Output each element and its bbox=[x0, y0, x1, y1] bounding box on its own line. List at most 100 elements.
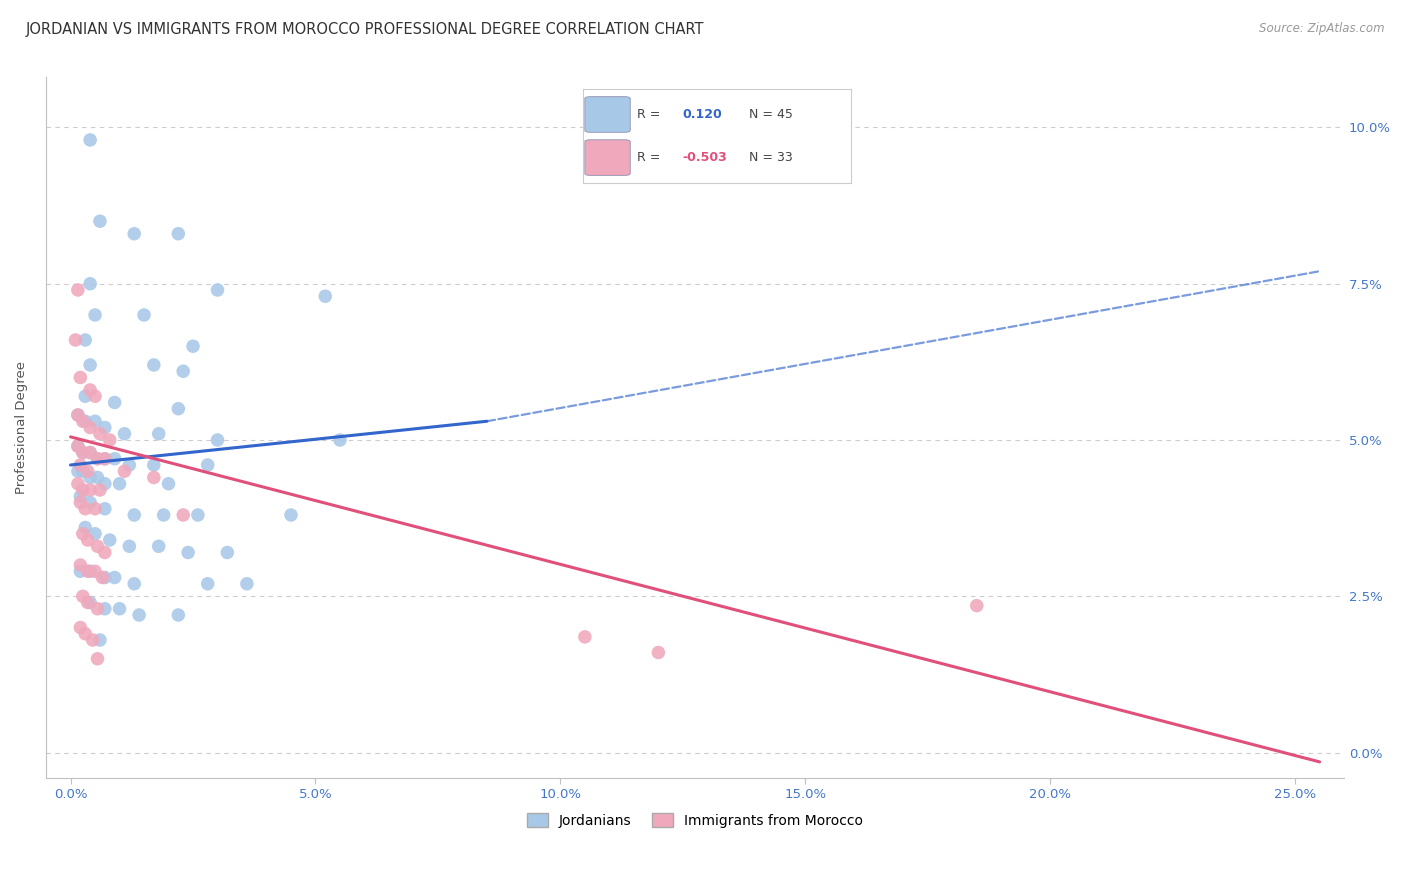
Point bbox=[207, 283, 229, 297]
Point bbox=[574, 630, 596, 644]
Point bbox=[79, 445, 101, 459]
Point bbox=[197, 458, 219, 472]
Point bbox=[69, 495, 91, 509]
Point bbox=[118, 458, 141, 472]
Point bbox=[76, 464, 98, 478]
Point bbox=[79, 483, 101, 497]
Point bbox=[104, 570, 127, 584]
Point bbox=[66, 476, 89, 491]
Point bbox=[647, 646, 669, 660]
Point bbox=[75, 501, 97, 516]
Point bbox=[172, 508, 194, 522]
Point bbox=[75, 626, 97, 640]
Point bbox=[104, 451, 127, 466]
Point bbox=[79, 420, 101, 434]
Point bbox=[157, 476, 180, 491]
Point bbox=[132, 308, 155, 322]
Point bbox=[148, 426, 170, 441]
Text: 0.120: 0.120 bbox=[682, 108, 723, 121]
Point bbox=[108, 476, 131, 491]
Point bbox=[79, 495, 101, 509]
Point bbox=[142, 358, 165, 372]
Text: JORDANIAN VS IMMIGRANTS FROM MOROCCO PROFESSIONAL DEGREE CORRELATION CHART: JORDANIAN VS IMMIGRANTS FROM MOROCCO PRO… bbox=[25, 22, 704, 37]
Point bbox=[66, 464, 89, 478]
Point bbox=[122, 576, 145, 591]
Point bbox=[217, 545, 239, 559]
Point bbox=[84, 526, 107, 541]
Point bbox=[72, 526, 94, 541]
Point bbox=[128, 607, 150, 622]
Point bbox=[72, 445, 94, 459]
Point bbox=[177, 545, 200, 559]
Point bbox=[79, 277, 101, 291]
Point bbox=[79, 133, 101, 147]
Point bbox=[122, 227, 145, 241]
Point bbox=[207, 433, 229, 447]
Point bbox=[89, 426, 111, 441]
Point bbox=[84, 501, 107, 516]
Point bbox=[69, 558, 91, 572]
Point bbox=[94, 570, 117, 584]
Point bbox=[91, 570, 114, 584]
Text: N = 45: N = 45 bbox=[749, 108, 793, 121]
Point bbox=[89, 483, 111, 497]
Point bbox=[94, 476, 117, 491]
Point bbox=[79, 358, 101, 372]
Point bbox=[98, 533, 121, 547]
Text: Source: ZipAtlas.com: Source: ZipAtlas.com bbox=[1260, 22, 1385, 36]
Point bbox=[94, 601, 117, 615]
Point bbox=[94, 545, 117, 559]
Point bbox=[66, 408, 89, 422]
Point bbox=[94, 451, 117, 466]
Point bbox=[86, 539, 108, 553]
Point bbox=[66, 439, 89, 453]
Text: R =: R = bbox=[637, 151, 661, 164]
Point bbox=[79, 595, 101, 609]
FancyBboxPatch shape bbox=[585, 140, 630, 176]
Point bbox=[118, 539, 141, 553]
Point bbox=[79, 470, 101, 484]
Point bbox=[84, 564, 107, 578]
Point bbox=[86, 470, 108, 484]
Point bbox=[79, 383, 101, 397]
Point bbox=[86, 451, 108, 466]
Point bbox=[94, 420, 117, 434]
Point bbox=[181, 339, 204, 353]
Point bbox=[84, 308, 107, 322]
Point bbox=[72, 445, 94, 459]
Point bbox=[76, 533, 98, 547]
Point bbox=[75, 389, 97, 403]
Point bbox=[122, 508, 145, 522]
Point bbox=[314, 289, 336, 303]
FancyBboxPatch shape bbox=[585, 96, 630, 132]
Point bbox=[108, 601, 131, 615]
Point bbox=[65, 333, 87, 347]
Point bbox=[75, 333, 97, 347]
Point bbox=[69, 458, 91, 472]
Point bbox=[72, 483, 94, 497]
Point bbox=[329, 433, 352, 447]
Point bbox=[187, 508, 209, 522]
Point bbox=[112, 464, 135, 478]
Point bbox=[72, 414, 94, 428]
Text: -0.503: -0.503 bbox=[682, 151, 727, 164]
Point bbox=[72, 464, 94, 478]
Point bbox=[966, 599, 988, 613]
Point bbox=[79, 564, 101, 578]
Point bbox=[66, 283, 89, 297]
Point bbox=[84, 389, 107, 403]
Point bbox=[69, 489, 91, 503]
Point bbox=[104, 395, 127, 409]
Point bbox=[75, 520, 97, 534]
Point bbox=[84, 414, 107, 428]
Point bbox=[280, 508, 302, 522]
Point bbox=[148, 539, 170, 553]
Point bbox=[94, 451, 117, 466]
Point bbox=[69, 620, 91, 634]
Point bbox=[152, 508, 174, 522]
Point bbox=[236, 576, 259, 591]
Point bbox=[66, 439, 89, 453]
Point bbox=[167, 607, 190, 622]
Point bbox=[69, 370, 91, 384]
Point bbox=[142, 470, 165, 484]
